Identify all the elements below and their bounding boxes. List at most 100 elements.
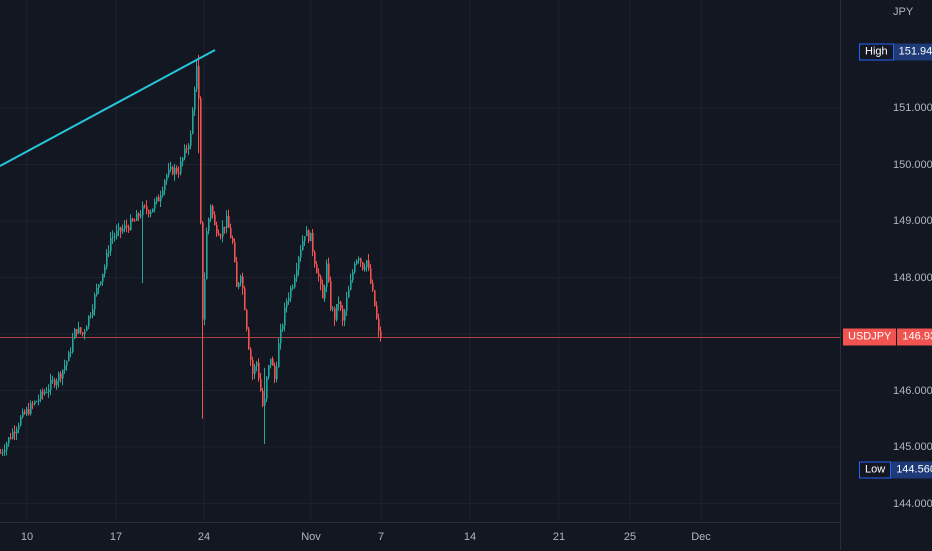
candle-body xyxy=(234,242,236,262)
candle-body xyxy=(44,392,46,394)
candle-body xyxy=(74,329,76,339)
candle-body xyxy=(130,218,132,230)
candle-body xyxy=(138,213,140,217)
candle-body xyxy=(76,329,78,334)
candle-body xyxy=(26,409,28,414)
time-tick-label: 7 xyxy=(377,531,385,543)
candle-body xyxy=(116,230,118,236)
candle-body xyxy=(282,325,284,330)
candle-body xyxy=(316,264,318,274)
candle-body xyxy=(6,443,8,451)
candle-body xyxy=(312,232,314,253)
price-tick-label: 146.000 xyxy=(893,384,932,397)
candle-body xyxy=(292,287,294,289)
candle-body xyxy=(22,411,24,418)
candle-body xyxy=(266,376,268,399)
candle-body xyxy=(86,326,88,332)
candle-body xyxy=(276,367,278,380)
candle-body xyxy=(170,167,172,170)
candle-body xyxy=(154,201,156,209)
candle-body xyxy=(320,276,322,285)
candle-body xyxy=(132,218,134,221)
candle-body xyxy=(160,195,162,202)
candle-body xyxy=(72,338,74,353)
candle-body xyxy=(114,235,116,237)
candle-body xyxy=(192,109,194,134)
candle-body xyxy=(244,288,246,310)
high-value: 151.944 xyxy=(893,43,932,61)
candle-body xyxy=(322,284,324,299)
candle-body xyxy=(352,272,354,281)
price-axis[interactable]: JPY 151.000 150.000 149.000 148.000 146.000 1… xyxy=(840,0,932,550)
candle-body xyxy=(20,417,22,426)
candle-body xyxy=(260,378,262,391)
last-price-badge: USDJPY 146.938 xyxy=(843,328,932,346)
candle-body xyxy=(262,390,264,406)
candle-body xyxy=(144,205,146,207)
candle-body xyxy=(124,225,126,229)
candle-body xyxy=(350,280,352,290)
price-chart[interactable] xyxy=(0,0,840,522)
candle-body xyxy=(32,403,34,405)
candle-body xyxy=(346,297,348,311)
candle-body xyxy=(118,227,120,231)
candle-body xyxy=(166,175,168,181)
candle-body xyxy=(290,287,292,298)
candle-body xyxy=(30,403,32,414)
price-tick-label: 148.000 xyxy=(893,271,932,284)
candle-body xyxy=(330,281,332,310)
candle-body xyxy=(326,263,328,287)
candle-body xyxy=(310,232,312,241)
candle-body xyxy=(100,281,102,285)
candle-body xyxy=(368,260,370,269)
candle-body xyxy=(306,230,308,237)
candle-body xyxy=(380,331,382,338)
candle-body xyxy=(50,380,52,390)
candle-body xyxy=(354,264,356,273)
candle-body xyxy=(2,451,4,453)
candle-body xyxy=(364,267,366,270)
candle-body xyxy=(0,452,2,454)
candle-body xyxy=(202,222,204,320)
candle-body xyxy=(88,315,90,327)
candle-body xyxy=(128,227,130,230)
candle-body xyxy=(120,227,122,232)
candle-body xyxy=(68,352,70,362)
candle-body xyxy=(178,172,180,174)
last-price-value: 146.938 xyxy=(897,328,932,346)
candle-body xyxy=(338,301,340,304)
time-axis[interactable]: 10 17 24 Nov 7 14 21 25 Dec xyxy=(0,522,840,551)
candle-body xyxy=(250,349,252,361)
high-price-badge: High 151.944 xyxy=(859,43,932,61)
candle-body xyxy=(66,361,68,366)
price-tick-label: 145.000 xyxy=(893,441,932,453)
time-tick-label: 14 xyxy=(463,531,477,543)
candle-body xyxy=(294,277,296,288)
candle-body xyxy=(106,252,108,267)
candle-body xyxy=(222,226,224,237)
time-tick-label: Dec xyxy=(691,531,711,543)
candle-body xyxy=(146,206,148,211)
candle-body xyxy=(280,329,282,344)
candle-body xyxy=(254,366,256,374)
candle-body xyxy=(204,279,206,320)
candle-body xyxy=(362,262,364,270)
candle-body xyxy=(288,297,290,301)
candle-body xyxy=(156,197,158,202)
candle-body xyxy=(126,225,128,228)
time-tick-label: Nov xyxy=(301,531,321,543)
candle-body xyxy=(360,258,362,263)
price-tick-label: 149.000 xyxy=(893,215,932,227)
low-value: 144.560 xyxy=(891,461,932,479)
low-price-badge: Low 144.560 xyxy=(859,461,932,479)
candle-body xyxy=(378,318,380,332)
candle-body xyxy=(372,283,374,291)
candle-body xyxy=(42,391,44,394)
price-tick-label: 151.000 xyxy=(893,102,932,114)
candle-body xyxy=(4,450,6,452)
candle-body xyxy=(62,369,64,379)
candle-body xyxy=(214,214,216,226)
chart-area[interactable] xyxy=(0,0,840,522)
candle-body xyxy=(344,310,346,321)
candle-body xyxy=(24,411,26,414)
